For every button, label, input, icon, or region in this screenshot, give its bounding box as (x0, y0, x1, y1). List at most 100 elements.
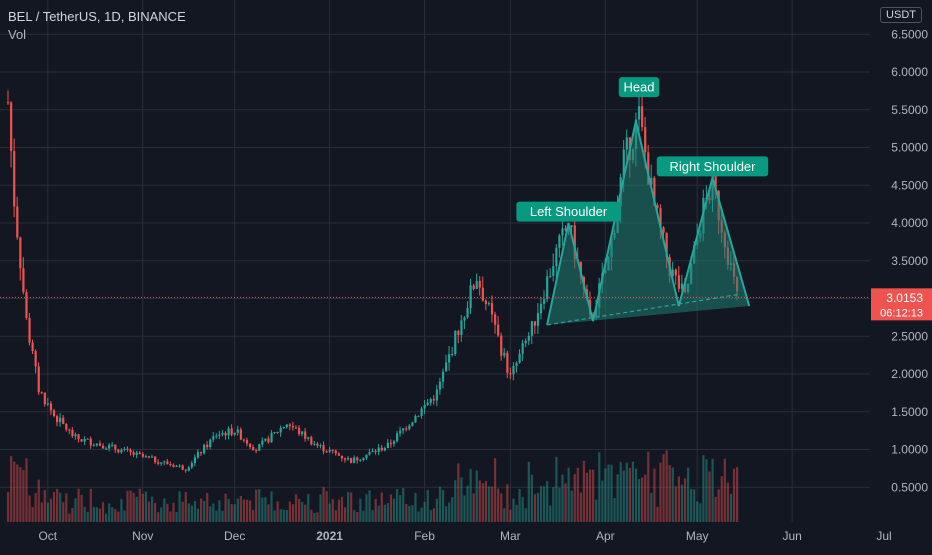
volume-bar (328, 503, 331, 522)
candle (196, 452, 200, 458)
volume-bar (86, 511, 89, 522)
candle (304, 431, 307, 439)
candle (264, 438, 267, 441)
volume-bar (62, 502, 65, 522)
volume-bar (616, 474, 619, 522)
candle (252, 447, 255, 451)
volume-bar (28, 495, 31, 522)
currency-button[interactable]: USDT (880, 7, 922, 23)
candle (46, 403, 50, 405)
candle (147, 456, 151, 458)
volume-bar (206, 492, 209, 522)
candle (659, 208, 662, 228)
candle (346, 458, 350, 460)
y-tick-label: 4.5000 (891, 178, 928, 192)
candle (592, 314, 595, 317)
volume-bar (472, 493, 475, 522)
annotation-box (516, 201, 621, 222)
candle (573, 225, 576, 260)
volume-bar (108, 503, 111, 522)
candle (114, 444, 117, 450)
candle (157, 462, 160, 464)
candle (671, 269, 674, 277)
candle (650, 177, 653, 185)
volume-bar (402, 487, 405, 522)
candle (392, 441, 396, 444)
candle (291, 426, 295, 428)
candle (248, 443, 252, 448)
last-price-value: 3.0153 (886, 291, 923, 305)
volume-bar (193, 501, 197, 522)
candle (279, 428, 282, 433)
volume-bar (732, 468, 736, 522)
time-axis: Oct Nov Dec 2021 Feb Mar Apr May Jun Jul (0, 522, 892, 550)
candle (13, 151, 16, 207)
volume-bar (297, 498, 301, 522)
volume-label[interactable]: Vol (8, 27, 27, 42)
candle (561, 228, 564, 236)
candle (108, 444, 111, 449)
volume-bar (221, 510, 224, 522)
candle (414, 416, 417, 423)
volume-bar (429, 510, 432, 522)
volume-bar (592, 469, 595, 522)
volume-bar (524, 508, 527, 522)
volume-bar (291, 504, 295, 522)
volume-bar (331, 499, 334, 522)
volume-bar (454, 480, 457, 522)
volume-bar (628, 467, 631, 522)
volume-bar (610, 464, 613, 522)
symbol-title[interactable]: BEL / TetherUS, 1D, BINANCE (8, 9, 186, 24)
volume-bar (690, 488, 693, 522)
y-tick-label: 5.5000 (891, 103, 928, 117)
volume-bar (46, 502, 50, 522)
volume-bar (702, 455, 705, 522)
volume-bar (141, 493, 144, 522)
volume-bar (723, 458, 726, 522)
volume-bar (414, 493, 417, 522)
candle (411, 422, 414, 426)
volume-bar (659, 462, 662, 522)
volume-bar (310, 509, 313, 522)
volume-bar (276, 501, 279, 522)
volume-bar (334, 510, 337, 522)
volume-bar (552, 487, 555, 522)
volume-bar (346, 492, 350, 522)
candle (193, 457, 197, 464)
x-tick-label: May (686, 529, 709, 543)
volume-bar (279, 509, 282, 522)
candle (466, 308, 469, 318)
volume-bar (487, 486, 491, 522)
volume-bar (294, 494, 298, 522)
y-tick-label: 5.0000 (891, 141, 928, 155)
candle (178, 465, 181, 467)
annotation-text: Left Shoulder (530, 204, 608, 219)
candle (16, 206, 19, 238)
volume-bar (726, 482, 730, 522)
volume-bar (561, 474, 564, 522)
volume-bar (123, 510, 126, 522)
volume-bar (350, 492, 353, 522)
volume-bar (365, 494, 368, 522)
y-tick-label: 2.5000 (891, 329, 928, 343)
volume-bar (634, 468, 638, 522)
volume-bar (457, 463, 460, 522)
chart-legend: BEL / TetherUS, 1D, BINANCE Vol (8, 8, 186, 44)
candle (371, 450, 374, 453)
candle (644, 127, 647, 153)
candle (49, 403, 53, 411)
candle (656, 205, 659, 209)
candle (65, 424, 68, 430)
candle (546, 276, 549, 300)
volume-bar (503, 508, 506, 522)
x-tick-label: 2021 (316, 529, 343, 543)
volume-bar (264, 497, 267, 522)
volume-bar (490, 486, 494, 522)
candle (328, 449, 331, 452)
candle (423, 405, 426, 409)
volume-bar (362, 510, 365, 522)
volume-bar (717, 489, 720, 522)
candle (56, 416, 59, 423)
